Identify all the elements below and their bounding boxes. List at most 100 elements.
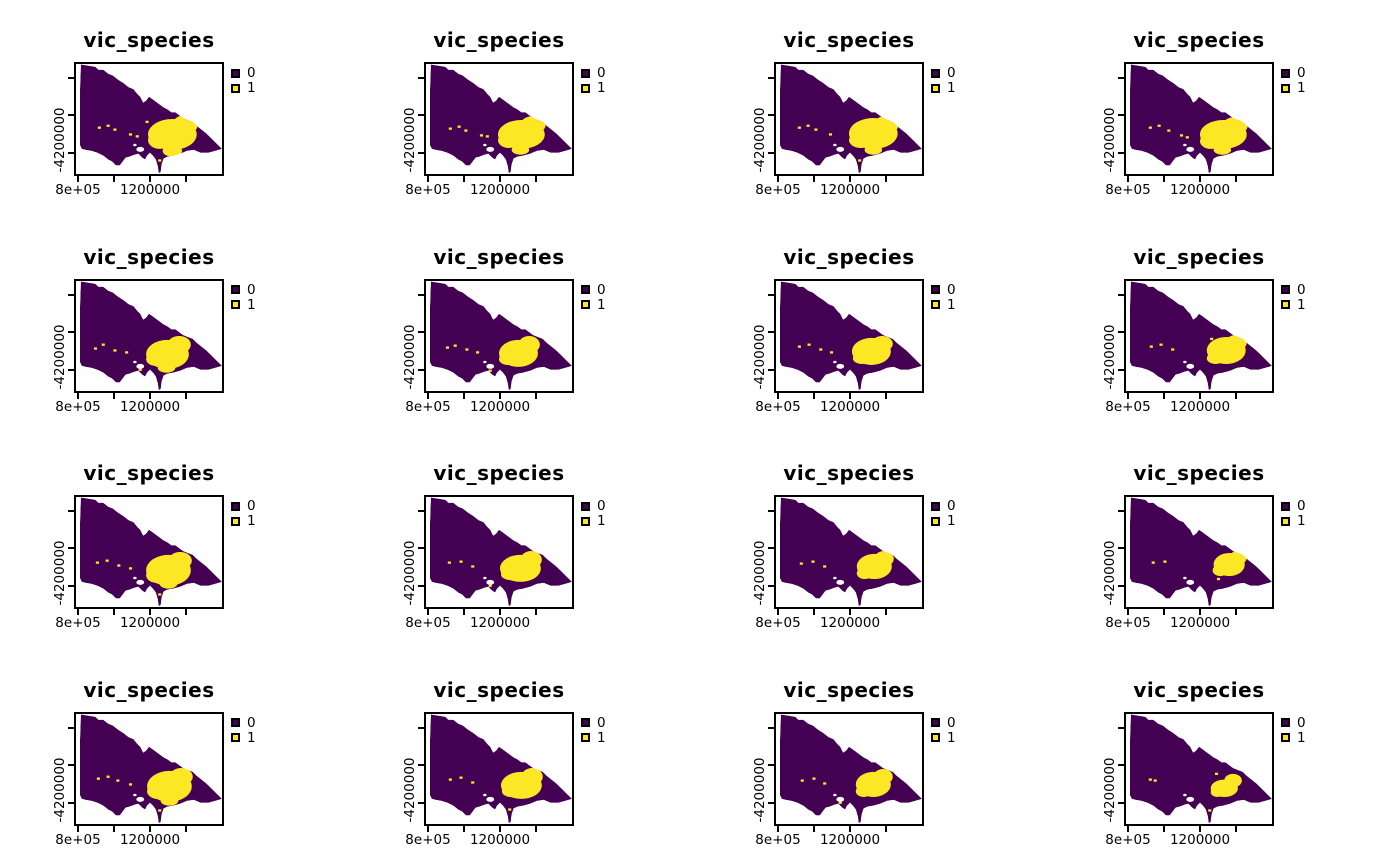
y-axis-tick: [418, 114, 424, 116]
x-axis-tick-label-2: 1200000: [1169, 182, 1231, 198]
legend-label: 0: [947, 281, 956, 298]
x-axis-tick: [113, 609, 115, 615]
y-axis-tick: [418, 293, 424, 296]
y-axis-tick: [768, 293, 774, 296]
y-axis-tick: [1118, 77, 1124, 79]
legend-swatch-icon: [581, 733, 590, 742]
victoria-map: [79, 713, 222, 823]
y-axis-tick: [68, 152, 74, 154]
x-axis-tick: [1127, 392, 1129, 399]
legend-label: 1: [1297, 80, 1306, 96]
legend-label: 0: [947, 65, 956, 81]
plot-frame: [1124, 495, 1274, 609]
x-axis-tick: [1199, 825, 1201, 832]
y-axis-tick: [68, 114, 74, 116]
y-axis-tick-label: -4200000: [52, 540, 68, 606]
legend-item: 1: [581, 731, 606, 745]
y-axis-tick: [418, 152, 424, 154]
x-axis-tick: [813, 825, 815, 832]
x-axis-tick-label-1: 8e+05: [755, 182, 801, 198]
legend-swatch-icon: [231, 68, 240, 78]
victoria-map: [779, 64, 922, 174]
legend-swatch-icon: [1281, 501, 1290, 511]
y-axis-tick: [1118, 801, 1124, 804]
x-axis-tick: [813, 176, 815, 182]
legend-item: 0: [231, 283, 256, 297]
x-axis-tick: [77, 392, 79, 399]
x-axis-tick-label-1: 8e+05: [55, 182, 101, 198]
panel-title: vic_species: [83, 677, 215, 702]
legend-item: 1: [231, 731, 256, 745]
x-axis-tick: [849, 392, 851, 399]
plot-frame: [1124, 62, 1274, 176]
y-axis-tick: [768, 547, 774, 549]
legend-item: 0: [231, 716, 256, 730]
y-axis-tick: [418, 77, 424, 79]
victoria-map: [429, 713, 572, 823]
legend-swatch-icon: [1281, 300, 1290, 309]
x-axis-tick: [499, 392, 501, 399]
legend-swatch-icon: [231, 285, 240, 294]
legend-label: 0: [597, 498, 606, 514]
x-axis-tick: [777, 176, 779, 182]
x-axis-tick: [535, 609, 537, 615]
legend-swatch-icon: [581, 718, 590, 727]
legend-swatch-icon: [931, 516, 940, 526]
y-axis-tick-label: -4200000: [1102, 540, 1118, 606]
victoria-map: [779, 713, 922, 823]
legend-item: 0: [1281, 716, 1306, 730]
legend-swatch-icon: [931, 300, 940, 309]
y-axis-tick: [418, 547, 424, 549]
y-axis-tick-label: -4200000: [752, 757, 768, 822]
legend-item: 1: [1281, 731, 1306, 745]
y-axis-tick: [768, 368, 774, 371]
x-axis-tick-label-1: 8e+05: [1105, 831, 1151, 848]
x-axis-tick: [777, 609, 779, 615]
x-axis-tick: [149, 392, 151, 399]
x-axis-tick-label-1: 8e+05: [405, 182, 451, 198]
y-axis-tick: [1118, 510, 1124, 512]
y-axis-tick-label: -4200000: [52, 757, 68, 822]
x-axis-tick: [885, 609, 887, 615]
legend-item: 1: [581, 298, 606, 312]
legend-swatch-icon: [931, 83, 940, 93]
x-axis-tick: [1235, 609, 1237, 615]
legend-label: 0: [947, 498, 956, 514]
legend-item: 0: [581, 283, 606, 297]
y-axis-tick: [1118, 114, 1124, 116]
panel-title: vic_species: [1133, 244, 1265, 269]
plot-frame: [74, 62, 224, 176]
x-axis-tick: [463, 825, 465, 832]
legend-label: 0: [1297, 281, 1306, 298]
x-axis-tick-label-2: 1200000: [119, 831, 181, 848]
x-axis-tick: [1163, 609, 1165, 615]
legend-swatch-icon: [581, 83, 590, 93]
x-axis-tick: [1235, 392, 1237, 399]
x-axis-tick: [1235, 176, 1237, 182]
plot-frame: [1124, 711, 1274, 826]
y-axis-tick: [418, 801, 424, 804]
legend-label: 0: [1297, 65, 1306, 81]
y-axis-tick: [68, 368, 74, 371]
y-axis-tick-label: -4200000: [752, 324, 768, 389]
x-axis-tick: [813, 392, 815, 399]
x-axis-tick: [149, 609, 151, 615]
x-axis-tick-label-1: 8e+05: [1105, 182, 1151, 198]
x-axis-tick: [77, 825, 79, 832]
plot-frame: [424, 711, 574, 826]
y-axis-tick: [1118, 726, 1124, 729]
legend-item: 0: [931, 283, 956, 297]
y-axis-tick-label: -4200000: [1102, 757, 1118, 822]
x-axis-tick: [427, 176, 429, 182]
